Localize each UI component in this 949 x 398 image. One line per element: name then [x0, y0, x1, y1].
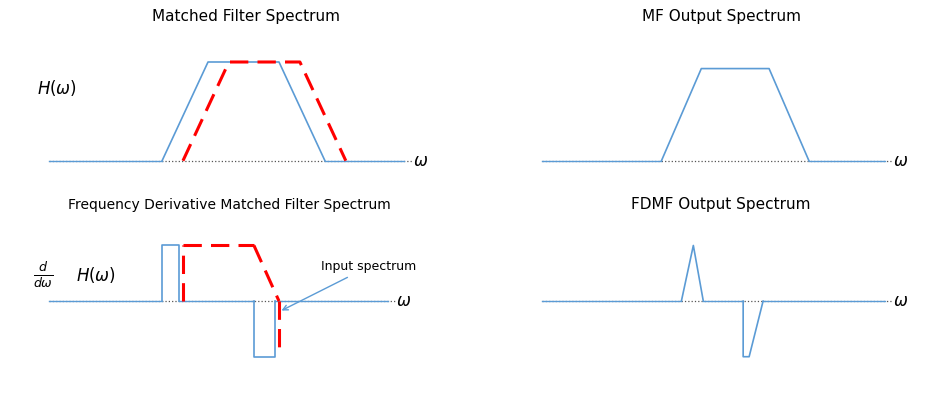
Text: MF Output Spectrum: MF Output Spectrum: [642, 9, 801, 24]
Text: FDMF Output Spectrum: FDMF Output Spectrum: [631, 197, 811, 212]
Text: $\omega$: $\omega$: [396, 292, 411, 310]
Text: $\omega$: $\omega$: [893, 292, 908, 310]
Text: $H(\omega)$: $H(\omega)$: [77, 265, 117, 285]
Text: Matched Filter Spectrum: Matched Filter Spectrum: [152, 9, 340, 24]
Text: $\frac{d}{d\omega}$: $\frac{d}{d\omega}$: [32, 261, 53, 290]
Text: Input spectrum: Input spectrum: [283, 260, 416, 310]
Text: $H(\omega)$: $H(\omega)$: [37, 78, 77, 98]
Text: $\omega$: $\omega$: [893, 152, 908, 170]
Text: Frequency Derivative Matched Filter Spectrum: Frequency Derivative Matched Filter Spec…: [67, 198, 390, 212]
Text: $\omega$: $\omega$: [413, 152, 428, 170]
